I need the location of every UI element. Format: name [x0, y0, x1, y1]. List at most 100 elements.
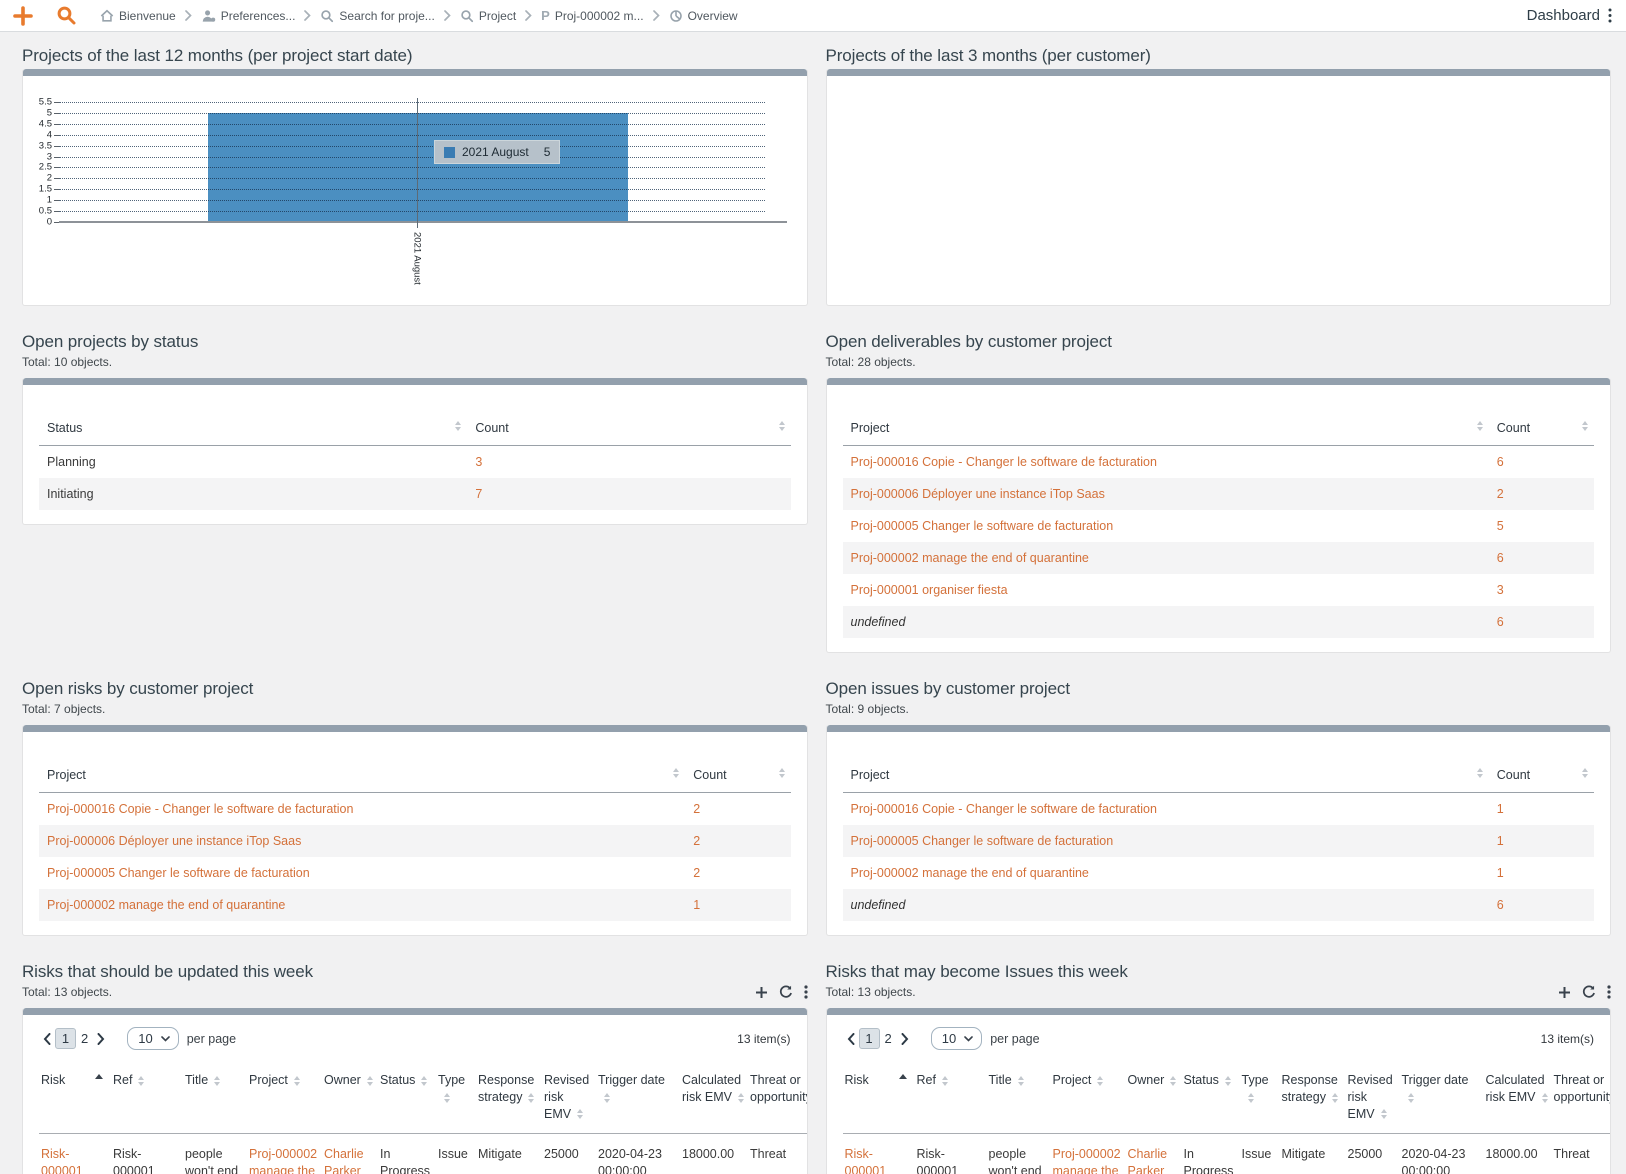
- project-link[interactable]: Proj-000005 Changer le software de factu…: [47, 866, 310, 880]
- sort-toggle-icon[interactable]: [577, 1109, 584, 1120]
- sort-toggle-icon[interactable]: [941, 1075, 948, 1086]
- sort-toggle-icon[interactable]: [528, 1092, 535, 1103]
- sort-toggle-icon[interactable]: [293, 1075, 300, 1086]
- column-header[interactable]: Type: [1239, 1064, 1280, 1134]
- count-link[interactable]: 5: [1496, 519, 1504, 533]
- sort-toggle-icon[interactable]: [1017, 1075, 1024, 1086]
- project-link[interactable]: Proj-000001 organiser fiesta: [850, 583, 1008, 597]
- column-header[interactable]: Status: [39, 415, 468, 446]
- breadcrumb-item-label[interactable]: Search for proje...: [339, 8, 435, 23]
- breadcrumb-item-label[interactable]: Proj-000002 m...: [554, 8, 644, 23]
- object-link[interactable]: Proj-000002 manage the end of quarantine: [1052, 1146, 1121, 1174]
- column-header[interactable]: Count: [467, 415, 791, 446]
- project-link[interactable]: Proj-000016 Copie - Changer le software …: [850, 455, 1157, 469]
- column-header[interactable]: Project: [39, 762, 686, 793]
- project-link[interactable]: Proj-000002 manage the end of quarantine: [47, 898, 286, 912]
- sort-toggle-icon[interactable]: [1407, 1092, 1414, 1103]
- column-header[interactable]: Title: [183, 1064, 247, 1134]
- breadcrumb-item-label[interactable]: Preferences...: [220, 8, 296, 23]
- column-header[interactable]: Risk: [39, 1064, 111, 1134]
- prev-page-icon[interactable]: [43, 1032, 51, 1045]
- sort-toggle-icon[interactable]: [1582, 421, 1588, 431]
- count-link[interactable]: 1: [1496, 802, 1504, 816]
- column-header[interactable]: Count: [685, 762, 791, 793]
- column-header[interactable]: Count: [1488, 762, 1594, 793]
- global-search-icon[interactable]: [46, 5, 86, 26]
- breadcrumb-item[interactable]: Overview: [669, 9, 738, 23]
- sort-toggle-icon[interactable]: [1331, 1092, 1338, 1103]
- new-object-icon[interactable]: [0, 5, 46, 27]
- column-header[interactable]: Project: [247, 1064, 322, 1134]
- page-number[interactable]: 1: [55, 1028, 76, 1049]
- breadcrumb-item-label[interactable]: Bienvenue: [119, 8, 176, 23]
- refresh-icon[interactable]: [1582, 985, 1596, 999]
- per-page-select[interactable]: 10: [930, 1027, 983, 1050]
- sort-toggle-icon[interactable]: [1170, 1075, 1177, 1086]
- breadcrumb-item[interactable]: Preferences...: [201, 8, 296, 23]
- sort-toggle-icon[interactable]: [778, 768, 785, 778]
- column-header[interactable]: Response strategy: [476, 1064, 542, 1134]
- column-header[interactable]: Response strategy: [1279, 1064, 1346, 1134]
- sort-toggle-icon[interactable]: [1224, 1075, 1231, 1086]
- sort-toggle-icon[interactable]: [214, 1075, 221, 1086]
- project-link[interactable]: Proj-000002 manage the end of quarantine: [850, 551, 1089, 565]
- count-link[interactable]: 6: [1496, 551, 1504, 565]
- object-link[interactable]: Charlie Parker: [1127, 1146, 1168, 1174]
- sort-toggle-icon[interactable]: [1476, 768, 1483, 778]
- prev-page-icon[interactable]: [847, 1032, 855, 1045]
- count-link[interactable]: 1: [1496, 866, 1504, 880]
- column-header[interactable]: Owner: [322, 1064, 378, 1134]
- page-number[interactable]: 1: [858, 1028, 880, 1049]
- column-header[interactable]: Type: [436, 1064, 476, 1134]
- breadcrumb-item[interactable]: Bienvenue: [100, 9, 176, 23]
- count-link[interactable]: 2: [693, 834, 701, 848]
- count-link[interactable]: 6: [1496, 615, 1504, 629]
- column-header[interactable]: Risk: [842, 1064, 915, 1134]
- count-link[interactable]: 2: [693, 802, 701, 816]
- project-link[interactable]: Proj-000016 Copie - Changer le software …: [47, 802, 354, 816]
- sort-toggle-icon[interactable]: [366, 1075, 373, 1086]
- add-icon[interactable]: [1558, 986, 1571, 999]
- column-header[interactable]: Status: [378, 1064, 436, 1134]
- breadcrumb-item-label[interactable]: Overview: [687, 8, 738, 23]
- column-header[interactable]: Trigger date: [596, 1064, 680, 1134]
- count-link[interactable]: 3: [475, 455, 483, 469]
- sort-toggle-icon[interactable]: [1097, 1075, 1104, 1086]
- refresh-icon[interactable]: [779, 985, 793, 999]
- sort-toggle-icon[interactable]: [138, 1075, 145, 1086]
- sort-toggle-icon[interactable]: [604, 1092, 610, 1103]
- column-header[interactable]: Count: [1488, 415, 1594, 446]
- per-page-select[interactable]: 10: [127, 1027, 179, 1050]
- project-link[interactable]: Proj-000006 Déployer une instance iTop S…: [47, 834, 302, 848]
- sort-toggle-icon[interactable]: [1541, 1092, 1548, 1103]
- column-header[interactable]: Revised risk EMV: [1345, 1064, 1400, 1134]
- sort-toggle-icon[interactable]: [421, 1075, 428, 1086]
- count-link[interactable]: 3: [1496, 583, 1504, 597]
- count-link[interactable]: 1: [1496, 834, 1504, 848]
- column-header[interactable]: Ref: [111, 1064, 183, 1134]
- column-header[interactable]: Trigger date: [1399, 1064, 1484, 1134]
- sort-toggle-icon[interactable]: [1476, 421, 1483, 431]
- breadcrumb-item[interactable]: P Proj-000002 m...: [541, 9, 643, 23]
- breadcrumb-item-label[interactable]: Project: [478, 8, 517, 23]
- column-header[interactable]: Project: [842, 415, 1489, 446]
- count-link[interactable]: 2: [1496, 487, 1504, 501]
- object-link[interactable]: Risk-000001: [41, 1146, 83, 1174]
- add-icon[interactable]: [755, 986, 768, 999]
- kebab-menu-icon[interactable]: [1608, 8, 1612, 23]
- project-link[interactable]: Proj-000016 Copie - Changer le software …: [850, 802, 1157, 816]
- sort-toggle-icon[interactable]: [1582, 768, 1588, 778]
- column-header[interactable]: Title: [986, 1064, 1051, 1134]
- column-header[interactable]: Status: [1181, 1064, 1240, 1134]
- next-page-icon[interactable]: [97, 1032, 105, 1045]
- count-link[interactable]: 6: [1496, 455, 1504, 469]
- count-link[interactable]: 2: [693, 866, 701, 880]
- sort-toggle-icon[interactable]: [738, 1092, 744, 1103]
- kebab-menu-icon[interactable]: [1607, 985, 1611, 999]
- count-link[interactable]: 7: [475, 487, 483, 501]
- column-header[interactable]: Calculated risk EMV: [680, 1064, 748, 1134]
- object-link[interactable]: Charlie Parker: [324, 1146, 364, 1174]
- sort-toggle-icon[interactable]: [1380, 1109, 1387, 1120]
- kebab-menu-icon[interactable]: [803, 985, 808, 999]
- column-header[interactable]: Calculated risk EMV: [1483, 1064, 1552, 1134]
